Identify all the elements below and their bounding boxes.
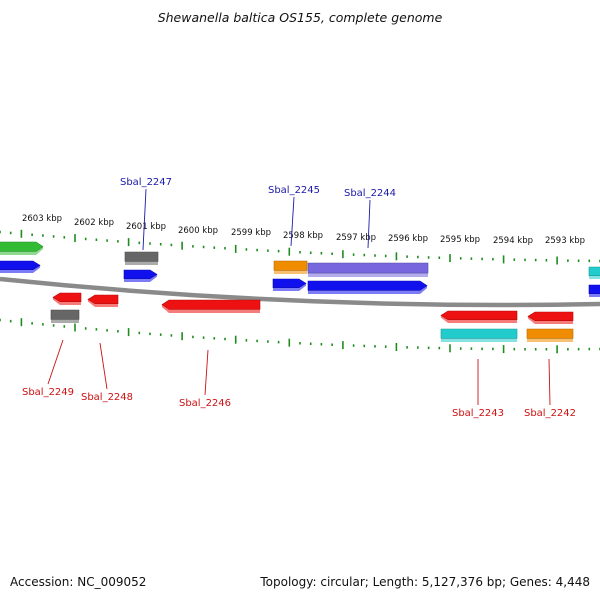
genome-backbone: [0, 276, 600, 308]
gene-feature-red-2243: [440, 310, 518, 323]
kbp-tick-label: 2599 kbp: [231, 228, 271, 238]
gene-label-reverse: Sbal_2246: [179, 398, 231, 409]
gene-feature-gray-2249: [50, 309, 80, 323]
gene-feature-blue-edge-right: [588, 284, 600, 297]
gene-label-forward: Sbal_2247: [120, 177, 172, 188]
kbp-tick-label: 2598 kbp: [283, 231, 323, 241]
kbp-tick-label: 2596 kbp: [388, 234, 428, 244]
gene-labels: Sbal_2247 Sbal_2245 Sbal_2244 Sbal_2249 Sbal…: [22, 177, 576, 419]
gene-label-reverse: Sbal_2243: [452, 408, 504, 419]
outer-tick-ring: [0, 229, 600, 265]
gene-feature-blue-2247: [123, 269, 158, 282]
kbp-tick-label: 2594 kbp: [493, 236, 533, 246]
gene-feature-red-2249: [52, 292, 82, 305]
gene-feature-orange-2242: [526, 328, 574, 342]
gene-feature-green-edge: [0, 241, 44, 255]
kbp-tick-label: 2595 kbp: [440, 235, 480, 245]
kbp-tick-label: 2593 kbp: [545, 236, 585, 246]
gene-features: [0, 241, 600, 342]
gene-feature-blue-2245: [272, 278, 307, 291]
gene-feature-red-2246: [161, 299, 261, 313]
kbp-tick-label: 2597 kbp: [336, 233, 376, 243]
gene-feature-red-2248: [87, 294, 119, 307]
inner-tick-ring: [0, 318, 600, 354]
gene-feature-cyan-edge: [588, 266, 600, 279]
kbp-tick-label: 2602 kbp: [74, 218, 114, 228]
gene-label-forward: Sbal_2245: [268, 185, 320, 196]
gene-label-reverse: Sbal_2249: [22, 387, 74, 398]
gene-label-reverse: Sbal_2248: [81, 392, 133, 403]
gene-feature-gray-2247: [124, 251, 159, 265]
gene-feature-orange-2245: [273, 260, 308, 274]
gene-feature-blue-edge-left: [0, 260, 41, 273]
genome-summary-text: Topology: circular; Length: 5,127,376 bp…: [259, 575, 590, 589]
gene-label-reverse: Sbal_2242: [524, 408, 576, 419]
kbp-tick-label: 2603 kbp: [22, 214, 62, 224]
kbp-tick-label: 2601 kbp: [126, 222, 166, 232]
accession-text: Accession: NC_009052: [10, 575, 146, 589]
kbp-tick-label: 2600 kbp: [178, 226, 218, 236]
gene-feature-purple-2244: [307, 262, 429, 277]
gene-label-forward: Sbal_2244: [344, 188, 396, 199]
gene-feature-red-2242: [527, 311, 574, 324]
gene-feature-blue-2244: [307, 280, 428, 294]
map-title: Shewanella baltica OS155, complete genom…: [158, 10, 443, 25]
kbp-scale-labels: 2603 kbp 2602 kbp 2601 kbp 2600 kbp 2599 kbp…: [22, 214, 585, 246]
gene-feature-cyan-2243: [440, 328, 518, 342]
